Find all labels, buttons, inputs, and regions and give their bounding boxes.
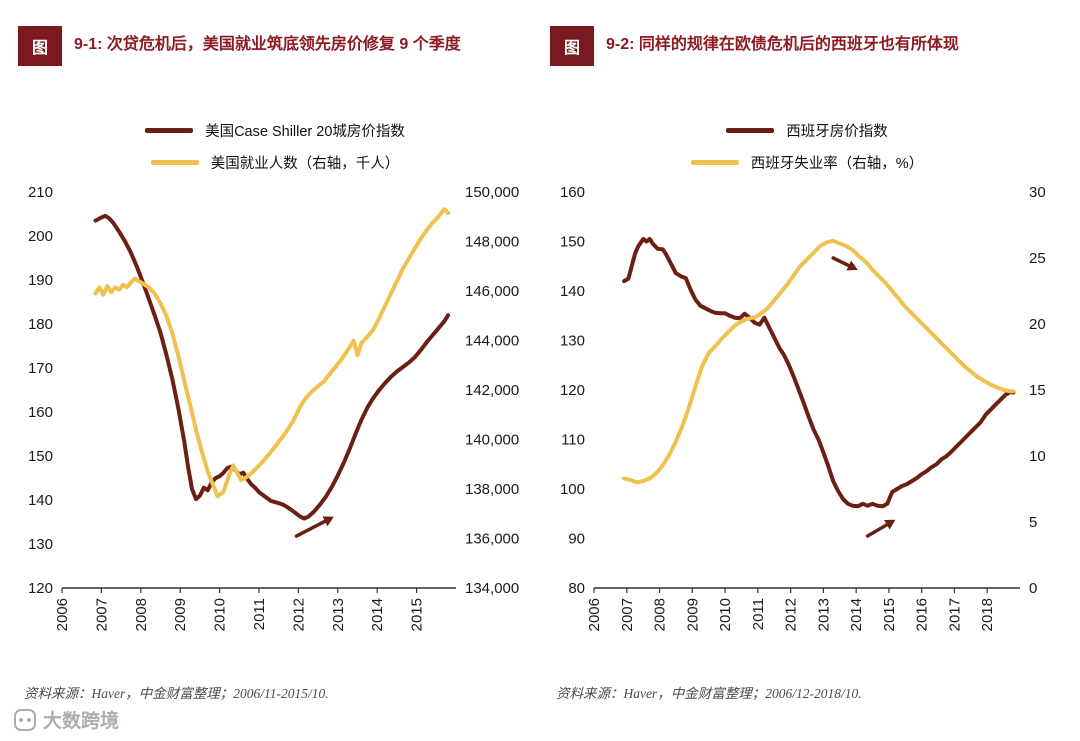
- svg-text:2007: 2007: [619, 598, 636, 631]
- chart-legend: 美国Case Shiller 20城房价指数 美国就业人数（右轴，千人）: [18, 102, 532, 180]
- svg-text:160: 160: [560, 184, 585, 201]
- svg-text:0: 0: [1029, 580, 1037, 597]
- svg-text:134,000: 134,000: [465, 580, 519, 597]
- source-note: 资料来源：Haver，中金财富整理；2006/12-2018/10.: [556, 686, 862, 701]
- svg-text:160: 160: [28, 404, 53, 421]
- legend-item: 美国Case Shiller 20城房价指数: [18, 114, 532, 146]
- svg-text:2009: 2009: [172, 598, 189, 631]
- svg-text:2008: 2008: [652, 598, 669, 631]
- legend-label: 西班牙失业率（右轴，%）: [750, 155, 924, 172]
- svg-text:5: 5: [1029, 514, 1037, 531]
- svg-text:2012: 2012: [783, 598, 800, 631]
- legend-label: 西班牙房价指数: [786, 123, 888, 140]
- svg-text:2006: 2006: [586, 598, 603, 631]
- svg-text:2016: 2016: [914, 598, 931, 631]
- svg-text:20: 20: [1029, 316, 1046, 333]
- svg-text:2018: 2018: [979, 598, 996, 631]
- svg-text:130: 130: [560, 333, 585, 350]
- figure-badge: 图: [550, 26, 594, 66]
- figure-badge-label: 图: [31, 40, 48, 57]
- svg-text:138,000: 138,000: [465, 481, 519, 498]
- svg-text:2015: 2015: [881, 598, 898, 631]
- svg-text:2011: 2011: [251, 598, 268, 630]
- svg-text:100: 100: [560, 481, 585, 498]
- legend-item: 美国就业人数（右轴，千人）: [18, 146, 532, 178]
- svg-text:30: 30: [1029, 184, 1046, 201]
- svg-text:90: 90: [568, 531, 585, 548]
- legend-line-swatch: [150, 159, 199, 165]
- svg-text:142,000: 142,000: [465, 382, 519, 399]
- svg-text:120: 120: [560, 382, 585, 399]
- legend-line-swatch: [145, 127, 194, 133]
- svg-text:2017: 2017: [946, 598, 963, 631]
- source-note: 资料来源：Haver，中金财富整理；2006/11-2015/10.: [24, 686, 329, 701]
- svg-text:2013: 2013: [815, 598, 832, 631]
- chart-us-house-price-vs-employment: 120 130 140 150 160 170 180 190 200 210 134,000 136…: [28, 184, 519, 631]
- watermark: 大数跨境: [14, 706, 119, 733]
- svg-text:2014: 2014: [369, 598, 386, 631]
- svg-text:140: 140: [28, 492, 53, 509]
- chart-spain-house-price-vs-unemployment: 80 90 100 110 120 130 140 150 160 0 5 10 15 20 25 30 200…: [560, 184, 1046, 631]
- svg-text:170: 170: [28, 360, 53, 377]
- svg-text:2015: 2015: [409, 598, 426, 631]
- svg-text:150,000: 150,000: [465, 184, 519, 201]
- figure-9-1-panel: 图 9-1: 次贷危机后，美国就业筑底领先房价修复 9 个季度 美国Case S…: [18, 26, 532, 702]
- svg-text:2013: 2013: [330, 598, 347, 631]
- svg-text:2006: 2006: [54, 598, 71, 631]
- legend-line-swatch: [726, 127, 775, 133]
- svg-text:210: 210: [28, 184, 53, 201]
- svg-text:140: 140: [560, 283, 585, 300]
- legend-line-swatch: [690, 159, 739, 165]
- svg-text:140,000: 140,000: [465, 432, 519, 449]
- svg-text:2014: 2014: [848, 598, 865, 631]
- svg-text:15: 15: [1029, 382, 1046, 399]
- svg-text:150: 150: [28, 448, 53, 465]
- svg-text:2007: 2007: [93, 598, 110, 631]
- svg-text:2011: 2011: [750, 598, 767, 630]
- figure-badge: 图: [18, 26, 62, 66]
- figure-9-1-title-row: 图 9-1: 次贷危机后，美国就业筑底领先房价修复 9 个季度: [18, 26, 532, 102]
- figure-badge-label: 图: [563, 40, 580, 57]
- svg-text:2008: 2008: [133, 598, 150, 631]
- legend-item: 西班牙房价指数: [550, 114, 1064, 146]
- figure-title: 9-2: 同样的规律在欧债危机后的西班牙也有所体现: [606, 36, 959, 53]
- svg-text:2012: 2012: [290, 598, 307, 631]
- svg-text:150: 150: [560, 234, 585, 251]
- legend-item: 西班牙失业率（右轴，%）: [550, 146, 1064, 178]
- svg-text:2009: 2009: [684, 598, 701, 631]
- svg-text:80: 80: [568, 580, 585, 597]
- svg-text:25: 25: [1029, 250, 1046, 267]
- svg-text:148,000: 148,000: [465, 234, 519, 251]
- svg-text:130: 130: [28, 536, 53, 553]
- figure-title: 9-1: 次贷危机后，美国就业筑底领先房价修复 9 个季度: [74, 36, 461, 53]
- svg-text:110: 110: [561, 432, 585, 449]
- svg-text:180: 180: [28, 316, 53, 333]
- svg-text:146,000: 146,000: [465, 283, 519, 300]
- legend-label: 美国就业人数（右轴，千人）: [210, 155, 400, 172]
- svg-text:120: 120: [28, 580, 53, 597]
- svg-text:2010: 2010: [717, 598, 734, 631]
- svg-text:144,000: 144,000: [465, 333, 519, 350]
- legend-label: 美国Case Shiller 20城房价指数: [205, 123, 405, 140]
- svg-text:10: 10: [1029, 448, 1046, 465]
- watermark-logo-icon: [14, 708, 36, 731]
- watermark-text: 大数跨境: [43, 711, 120, 732]
- svg-text:136,000: 136,000: [465, 531, 519, 548]
- chart-legend: 西班牙房价指数 西班牙失业率（右轴，%）: [550, 102, 1064, 180]
- figure-9-2-panel: 图 9-2: 同样的规律在欧债危机后的西班牙也有所体现 西班牙房价指数 西班牙失…: [550, 26, 1064, 702]
- svg-text:200: 200: [28, 228, 53, 245]
- svg-text:190: 190: [28, 272, 53, 289]
- svg-text:2010: 2010: [212, 598, 229, 631]
- figure-9-2-title-row: 图 9-2: 同样的规律在欧债危机后的西班牙也有所体现: [550, 26, 1064, 102]
